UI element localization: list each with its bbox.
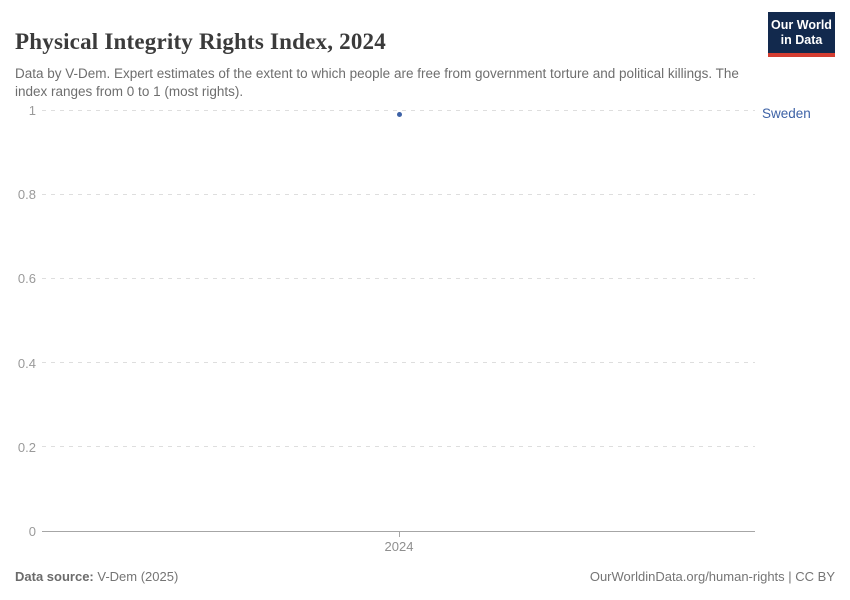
chart-subtitle: Data by V-Dem. Expert estimates of the e… — [15, 65, 739, 99]
entity-label-sweden[interactable]: Sweden — [762, 106, 811, 122]
y-gridline — [42, 362, 755, 364]
y-gridline — [42, 446, 755, 448]
data-source-value: V-Dem (2025) — [93, 569, 179, 584]
x-tick-label: 2024 — [384, 539, 414, 554]
y-tick-label: 1 — [28, 103, 36, 118]
page-title: Physical Integrity Rights Index, 2024 — [15, 29, 386, 55]
y-tick-label: 0.6 — [17, 271, 36, 287]
y-tick-label: 0.2 — [17, 439, 36, 455]
owid-logo: Our World in Data — [768, 12, 835, 57]
chart-footer: Data source: V-Dem (2025) OurWorldinData… — [15, 569, 835, 584]
y-gridline — [42, 277, 755, 279]
y-tick-label: 0 — [28, 524, 36, 539]
y-tick-label: 0.8 — [17, 187, 36, 203]
credit-line: OurWorldinData.org/human-rights | CC BY — [589, 569, 835, 584]
y-tick-label: 0.4 — [17, 355, 36, 371]
data-source-note: Data source: V-Dem (2025) — [15, 569, 178, 584]
y-gridline — [42, 193, 755, 195]
data-source-label: Data source: — [15, 569, 94, 584]
owid-logo-line1: Our World — [771, 17, 832, 32]
x-axis-tick — [398, 531, 400, 537]
owid-logo-line2: in Data — [780, 32, 823, 47]
y-gridline — [42, 109, 755, 111]
data-point-sweden[interactable] — [396, 111, 402, 117]
